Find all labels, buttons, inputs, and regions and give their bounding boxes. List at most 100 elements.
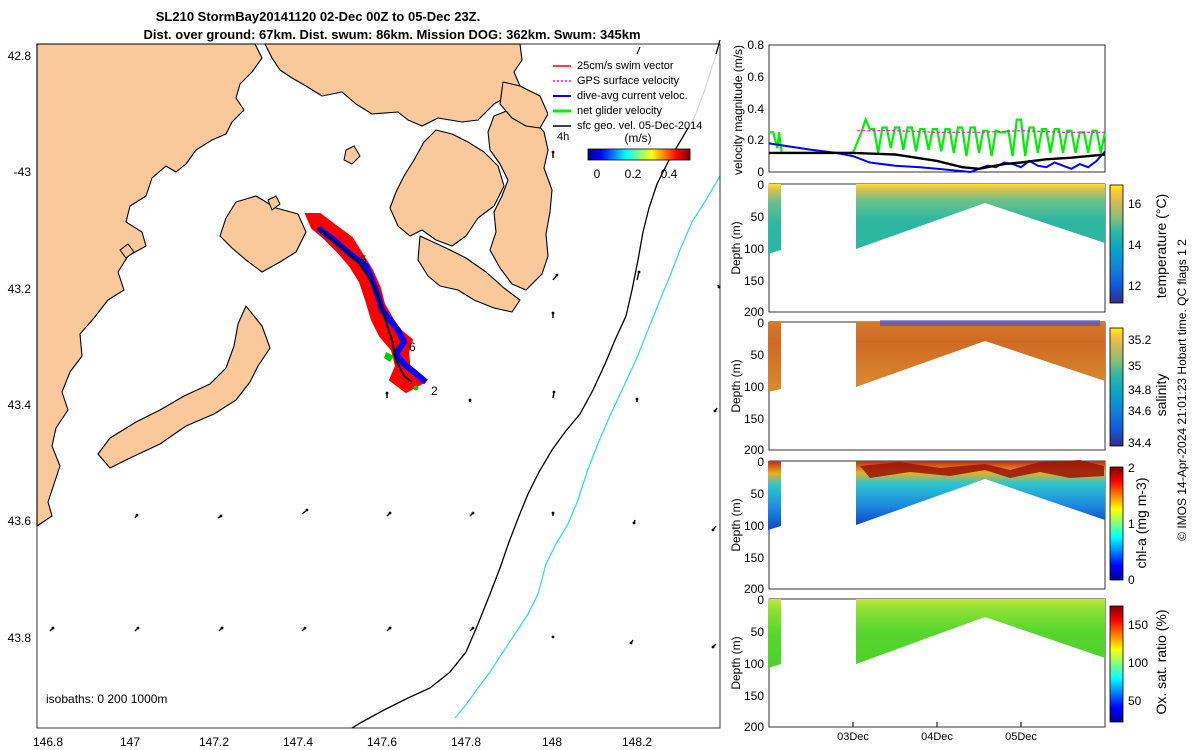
temp-cbtick: 16 (1128, 197, 1142, 211)
sal-ytick: 100 (744, 380, 764, 394)
speed-colorbar-bar (587, 148, 691, 161)
map-panel: 5 6 2 25cm/s swim vector GPS surface vel… (8, 39, 721, 749)
sfc-vel-arrow-head (717, 285, 721, 289)
chl-ytick: 100 (744, 519, 764, 533)
land-east-island (499, 81, 549, 129)
net-glider-velocity-mark (384, 352, 394, 362)
map-ytick: 43.8 (8, 631, 32, 645)
speed-colorbar-title: (m/s) (624, 131, 651, 145)
sfc-vel-arrow-head (555, 273, 559, 277)
chl-maximum-patch (860, 460, 1104, 478)
chlorophyll-panel: 0 50 100 150 200 Depth (m) 0 1 2 chl-a (… (729, 455, 1149, 596)
temp-cbtick: 14 (1128, 238, 1142, 252)
map-xtick: 148.2 (622, 735, 652, 749)
sal-ytick: 200 (744, 443, 764, 457)
vel-ytick: 0 (757, 165, 764, 179)
island (267, 195, 281, 211)
map-ytick: 42.8 (8, 49, 32, 63)
map-xtick: 147.6 (367, 735, 397, 749)
time-x-ticks: 03Dec 04Dec 05Dec (837, 722, 1037, 743)
map-ytick: 43.6 (8, 514, 32, 528)
temp-cblabel: temperature (°C) (1153, 194, 1169, 298)
chl-cbtick: 2 (1128, 461, 1135, 475)
map-x-ticks: 146.8 147 147.2 147.4 147.6 147.8 148 14… (33, 735, 652, 749)
chl-cbtick: 1 (1128, 517, 1135, 531)
sfc-vel-arrow-head (303, 626, 307, 630)
sfc-vel-arrow-head (468, 398, 472, 402)
map-legend: 25cm/s swim vector GPS surface velocity … (548, 54, 718, 143)
temp-ytick: 50 (751, 210, 765, 224)
time-xtick: 03Dec (837, 731, 869, 743)
ox-ytick: 50 (751, 625, 765, 639)
ox-cbtick: 50 (1128, 694, 1142, 708)
sfc-vel-arrow-head (388, 626, 392, 630)
sfc-vel-arrow-head (136, 626, 140, 630)
sal-ytick: 50 (751, 348, 765, 362)
ox-ytick: 200 (744, 720, 764, 734)
salinity-section-left (768, 322, 781, 392)
land-tasman-west (389, 129, 505, 247)
gps-surface-velocity-series (857, 130, 1105, 133)
map-ytick: -43 (14, 165, 32, 179)
time-xtick: 05Dec (1005, 731, 1037, 743)
sal-ylabel: Depth (m) (729, 359, 743, 412)
temperature-panel: 0 50 100 150 200 Depth (m) 12 14 16 temp… (729, 178, 1169, 319)
legend-entry-sfc: sfc geo. vel. 05-Dec-2014 (553, 120, 702, 132)
map-axes-box (36, 43, 721, 729)
sfc-vel-arrow-head (629, 641, 633, 645)
velocity-panel: 0.8 0.6 0.4 0.2 0 velocity magnitude (m/… (731, 38, 1107, 179)
ox-cblabel: Ox. sat. ratio (%) (1153, 609, 1169, 714)
temp-ytick: 0 (757, 178, 764, 192)
temperature-section-main (856, 184, 1105, 249)
track-label-2: 2 (431, 384, 438, 398)
sfc-vel-arrow-head (471, 626, 475, 630)
sfc-vel-arrow-head (632, 521, 636, 525)
legend-net-label: net glider velocity (577, 105, 662, 117)
sfc-vel-arrow-head (385, 391, 389, 395)
velocity-series (768, 116, 1107, 174)
map-y-ticks: 42.8 -43 43.2 43.4 43.6 43.8 (8, 49, 32, 645)
map-ytick: 43.2 (8, 282, 32, 296)
speed-colorbar: (m/s) 0 0.2 0.4 (587, 131, 691, 181)
legend-gps-label: GPS surface velocity (577, 75, 680, 87)
sfc-vel-arrow-head (635, 397, 639, 401)
ox-section-main (856, 599, 1105, 664)
sfc-vel-arrow-head (552, 390, 556, 394)
land-south-peninsula (97, 305, 271, 469)
oxygen-panel: 0 50 100 150 200 Depth (m) 50 100 150 Ox… (729, 593, 1169, 734)
ox-colorbar (1109, 605, 1124, 723)
temp-ytick: 150 (744, 274, 764, 288)
footer-credit: © IMOS 14-Apr-2024 21:01:23 Hobart time.… (1175, 239, 1189, 541)
sal-cblabel: salinity (1153, 374, 1169, 417)
sfc-vel-arrow-head (51, 626, 55, 630)
ox-ytick: 150 (744, 689, 764, 703)
ox-cbtick: 100 (1128, 656, 1148, 670)
sfc-vel-arrow-head (220, 626, 224, 630)
vel-ytick: 0.8 (747, 38, 764, 52)
speed-colorbar-tick-1: 0.2 (625, 167, 642, 181)
map-ytick: 43.4 (8, 398, 32, 412)
islands (119, 145, 361, 259)
track-end-marker (413, 385, 419, 391)
sal-ytick: 150 (744, 412, 764, 426)
sfc-vel-arrow-head (135, 513, 139, 517)
map-xtick: 147.4 (283, 735, 313, 749)
sfc-vel-arrow-head (637, 270, 641, 274)
map-xtick: 146.8 (33, 735, 63, 749)
sal-colorbar (1109, 327, 1124, 447)
legend-sfc-label: sfc geo. vel. 05-Dec-2014 (577, 120, 702, 132)
map-xtick: 147.8 (451, 735, 481, 749)
island (343, 145, 361, 165)
temp-ytick: 100 (744, 242, 764, 256)
chl-section-left (768, 461, 781, 530)
speed-colorbar-tick-2: 0.4 (661, 167, 678, 181)
legend-entry-dive-avg: dive-avg current veloc. (553, 90, 688, 102)
sfc-vel-arrows (49, 150, 721, 649)
sal-ytick: 0 (757, 316, 764, 330)
legend-swim-label: 25cm/s swim vector (577, 60, 674, 72)
vel-ylabel: velocity magnitude (m/s) (731, 45, 745, 175)
sfc-vel-arrow-head (713, 409, 717, 413)
sfc-vel-arrow-head (219, 514, 223, 518)
legend-entry-net: net glider velocity (553, 105, 662, 117)
sal-cbtick: 34.4 (1128, 436, 1152, 450)
